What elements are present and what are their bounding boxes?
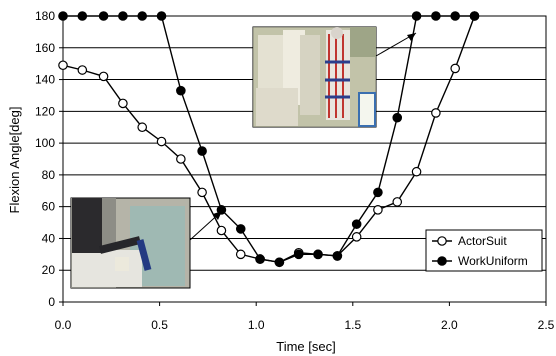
- data-point-actorsuit: [58, 60, 68, 71]
- data-point-actorsuit: [176, 154, 186, 164]
- data-point-workuniform: [156, 11, 167, 21]
- data-point-workuniform: [216, 205, 227, 215]
- data-point-workuniform: [137, 11, 148, 21]
- x-tick-label: 2.0: [441, 318, 458, 332]
- legend-marker-workuniform: [437, 256, 447, 266]
- y-tick-label: 80: [42, 168, 56, 182]
- legend-marker-actorsuit: [437, 236, 447, 246]
- data-point-workuniform: [411, 11, 422, 21]
- data-point-workuniform: [255, 254, 265, 264]
- data-point-workuniform: [197, 146, 207, 156]
- data-point-workuniform: [118, 11, 128, 21]
- data-point-actorsuit: [77, 65, 88, 75]
- y-tick-label: 140: [35, 73, 55, 87]
- y-tick-label: 20: [42, 263, 56, 277]
- data-point-actorsuit: [235, 249, 246, 260]
- data-point-workuniform: [469, 11, 480, 21]
- annotation-arrowhead-top: [407, 33, 416, 41]
- data-point-actorsuit: [450, 63, 460, 74]
- data-point-actorsuit: [351, 232, 362, 242]
- data-point-workuniform: [58, 11, 68, 21]
- x-tick-label: 0.0: [55, 318, 72, 332]
- data-point-actorsuit: [137, 122, 148, 133]
- data-point-workuniform: [274, 257, 285, 268]
- y-tick-label: 40: [42, 231, 56, 245]
- data-point-actorsuit: [392, 197, 403, 207]
- x-tick-label: 0.5: [151, 318, 168, 332]
- data-point-workuniform: [77, 11, 88, 21]
- data-point-workuniform: [332, 251, 343, 261]
- legend: ActorSuit WorkUniform: [425, 229, 543, 272]
- y-tick-label: 120: [35, 104, 55, 118]
- data-point-actorsuit: [156, 136, 167, 147]
- y-tick-label: 0: [48, 295, 55, 309]
- series-line-workuniform: [63, 15, 475, 264]
- photo-standing-suit: [252, 26, 377, 128]
- data-point-workuniform: [450, 11, 460, 21]
- data-point-workuniform: [293, 249, 304, 260]
- data-point-workuniform: [431, 11, 441, 21]
- series-markers: [58, 11, 480, 268]
- plot-frame: [62, 15, 547, 303]
- data-point-workuniform: [373, 187, 383, 198]
- series-lines: [62, 15, 476, 264]
- data-point-workuniform: [98, 11, 109, 21]
- legend-label-workuniform: WorkUniform: [458, 254, 528, 268]
- legend-label-actorsuit: ActorSuit: [458, 234, 507, 248]
- x-axis-title: Time [sec]: [276, 339, 335, 354]
- data-point-workuniform: [235, 224, 246, 234]
- x-tick-label: 2.5: [538, 318, 555, 332]
- data-point-workuniform: [392, 112, 403, 123]
- data-point-actorsuit: [373, 205, 383, 215]
- data-point-actorsuit: [431, 108, 441, 118]
- data-point-actorsuit: [98, 71, 109, 82]
- data-point-workuniform: [313, 249, 323, 260]
- y-axis-title: Flexion Angle[deg]: [7, 107, 22, 214]
- data-point-actorsuit: [411, 166, 422, 177]
- x-tick-label: 1.5: [344, 318, 361, 332]
- y-tick-label: 180: [35, 9, 55, 23]
- y-tick-label: 60: [42, 200, 56, 214]
- data-point-actorsuit: [216, 225, 227, 236]
- x-tick-label: 1.0: [248, 318, 265, 332]
- data-point-workuniform: [176, 85, 186, 96]
- data-point-actorsuit: [197, 187, 207, 198]
- photo-seated-person: [70, 197, 191, 289]
- y-tick-label: 100: [35, 136, 55, 150]
- y-tick-label: 160: [35, 41, 55, 55]
- data-point-workuniform: [351, 219, 362, 229]
- data-point-actorsuit: [118, 98, 128, 109]
- axis-ticks: 0 20 40 60 80 100 120 140 160 180 0.0 0.5 1.0 1.5 2.0 2…: [35, 9, 555, 332]
